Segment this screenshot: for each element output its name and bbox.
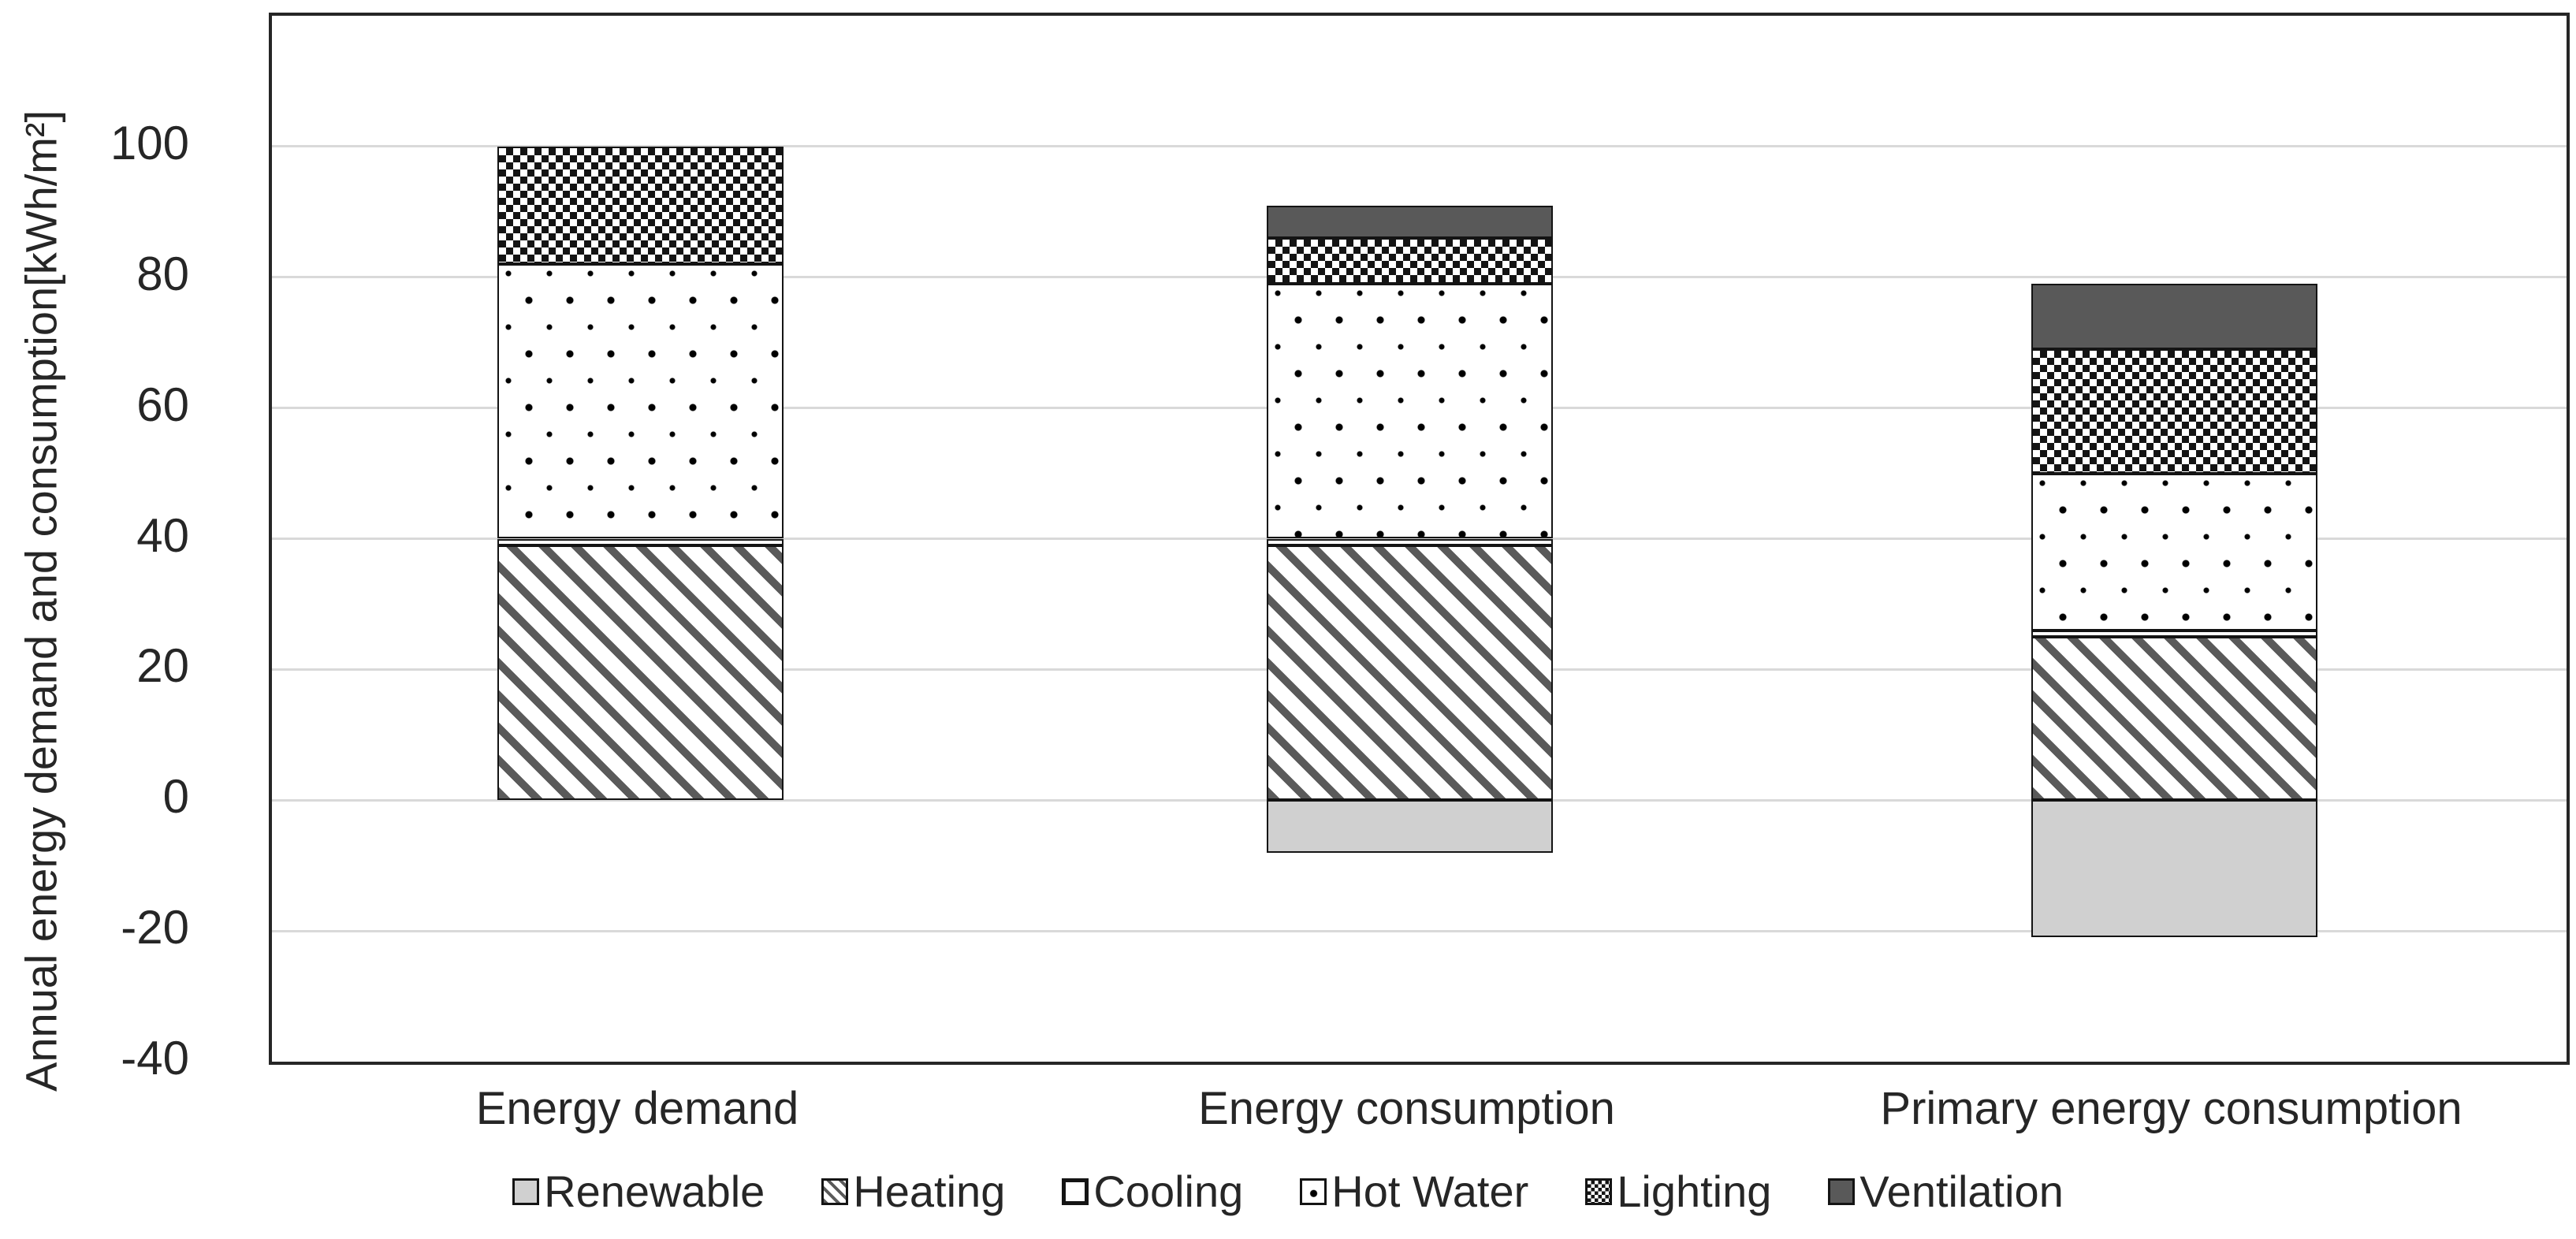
segment-ventilation-primary-energy-consumption bbox=[2031, 284, 2317, 349]
legend-item-hot-water: Hot Water bbox=[1300, 1166, 1528, 1217]
y-tick-label: -20 bbox=[121, 901, 189, 954]
y-tick-label: 100 bbox=[110, 116, 189, 169]
legend-item-heating: Heating bbox=[821, 1166, 1005, 1217]
segment-hot-water-energy-consumption bbox=[1267, 284, 1553, 539]
category-label-energy-demand: Energy demand bbox=[475, 1083, 799, 1134]
segment-hot-water-energy-demand bbox=[497, 264, 784, 539]
legend-item-cooling: Cooling bbox=[1062, 1166, 1243, 1217]
segment-heating-energy-demand bbox=[497, 545, 784, 801]
legend: Renewable Heating Cooling Hot Water Lighting… bbox=[0, 1166, 2576, 1217]
segment-renewable-energy-consumption bbox=[1267, 800, 1553, 853]
legend-label-heating: Heating bbox=[853, 1166, 1006, 1216]
legend-label-renewable: Renewable bbox=[544, 1166, 765, 1216]
y-tick-label: 40 bbox=[136, 508, 189, 562]
segment-heating-primary-energy-consumption bbox=[2031, 636, 2317, 801]
y-tick-label: 60 bbox=[136, 378, 189, 431]
legend-item-renewable: Renewable bbox=[512, 1166, 765, 1217]
legend-marker-heating-icon bbox=[821, 1178, 849, 1205]
y-tick-label: 20 bbox=[136, 639, 189, 693]
gridline bbox=[272, 145, 2567, 148]
legend-label-ventilation: Ventilation bbox=[1859, 1166, 2064, 1216]
legend-marker-lighting-icon bbox=[1585, 1178, 1613, 1205]
gridline bbox=[272, 929, 2567, 932]
segment-ventilation-energy-consumption bbox=[1267, 205, 1553, 238]
y-tick-label: 0 bbox=[162, 770, 189, 824]
legend-label-hot-water: Hot Water bbox=[1331, 1166, 1529, 1216]
segment-lighting-energy-consumption bbox=[1267, 237, 1553, 285]
category-label-energy-consumption: Energy consumption bbox=[1198, 1083, 1615, 1134]
y-tick-label: -40 bbox=[121, 1032, 189, 1085]
segment-heating-energy-consumption bbox=[1267, 545, 1553, 801]
segment-lighting-energy-demand bbox=[497, 146, 784, 265]
segment-cooling-energy-demand bbox=[497, 538, 784, 545]
legend-label-lighting: Lighting bbox=[1617, 1166, 1772, 1216]
category-label-primary-energy-consumption: Primary energy consumption bbox=[1880, 1083, 2462, 1134]
segment-renewable-primary-energy-consumption bbox=[2031, 800, 2317, 938]
legend-item-ventilation: Ventilation bbox=[1828, 1166, 2064, 1217]
legend-label-cooling: Cooling bbox=[1093, 1166, 1244, 1216]
legend-marker-ventilation-icon bbox=[1828, 1178, 1856, 1205]
legend-marker-renewable-icon bbox=[512, 1178, 540, 1205]
legend-marker-hot-water-icon bbox=[1300, 1178, 1327, 1205]
segment-lighting-primary-energy-consumption bbox=[2031, 348, 2317, 474]
segment-cooling-primary-energy-consumption bbox=[2031, 630, 2317, 637]
segment-hot-water-primary-energy-consumption bbox=[2031, 473, 2317, 631]
y-tick-label: 80 bbox=[136, 247, 189, 300]
plot-area bbox=[269, 13, 2570, 1065]
segment-cooling-energy-consumption bbox=[1267, 538, 1553, 545]
legend-item-lighting: Lighting bbox=[1585, 1166, 1771, 1217]
legend-marker-cooling-icon bbox=[1062, 1178, 1089, 1205]
